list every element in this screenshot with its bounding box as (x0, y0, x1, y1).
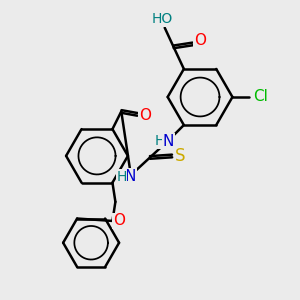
Text: N: N (124, 169, 136, 184)
Text: O: O (113, 213, 125, 228)
Text: H: H (154, 134, 165, 148)
Text: Cl: Cl (253, 89, 268, 104)
Text: S: S (175, 147, 186, 165)
Text: H: H (116, 169, 127, 184)
Text: O: O (139, 108, 151, 123)
Text: O: O (194, 34, 206, 49)
Text: HO: HO (151, 13, 172, 26)
Text: N: N (163, 134, 174, 149)
